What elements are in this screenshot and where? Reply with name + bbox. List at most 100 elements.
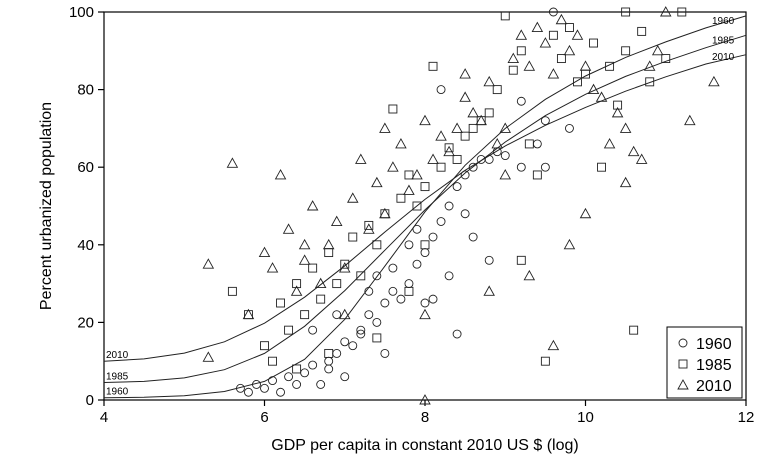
point-1960 xyxy=(516,96,526,106)
y-tick-label: 80 xyxy=(77,82,94,99)
point-1960 xyxy=(516,162,526,172)
legend-label-1960: 1960 xyxy=(696,336,732,353)
legend-label-2010: 2010 xyxy=(696,378,732,395)
point-1985 xyxy=(276,298,285,308)
curve-label-right-1960: 1960 xyxy=(712,16,735,27)
point-2010 xyxy=(467,106,479,118)
point-1985 xyxy=(508,65,518,75)
point-1960 xyxy=(428,294,438,304)
point-1985 xyxy=(540,356,550,366)
point-2010 xyxy=(684,114,696,126)
point-1960 xyxy=(412,224,422,234)
point-1960 xyxy=(532,139,542,149)
legend-label-1985: 1985 xyxy=(696,357,732,374)
point-1985 xyxy=(364,220,374,230)
point-2010 xyxy=(539,37,552,48)
point-1985 xyxy=(412,201,422,211)
point-1960 xyxy=(380,298,390,308)
point-1960 xyxy=(252,380,261,389)
point-2010 xyxy=(427,153,439,164)
point-1960 xyxy=(356,329,366,339)
point-1985 xyxy=(484,108,494,118)
point-2010 xyxy=(355,153,367,164)
fitted-curve-2010 xyxy=(103,54,747,362)
point-2010 xyxy=(330,215,343,226)
point-2010 xyxy=(483,285,495,296)
point-1985 xyxy=(524,139,534,149)
point-2010 xyxy=(347,192,359,203)
point-2010 xyxy=(635,153,648,164)
point-1960 xyxy=(340,337,350,347)
point-1960 xyxy=(340,372,350,382)
point-2010 xyxy=(659,6,672,17)
point-2010 xyxy=(475,114,487,126)
point-1960 xyxy=(444,201,454,211)
point-1985 xyxy=(292,364,302,374)
point-2010 xyxy=(338,308,351,320)
point-1960 xyxy=(308,325,318,335)
point-1960 xyxy=(324,356,334,366)
point-2010 xyxy=(242,308,255,320)
point-1985 xyxy=(324,248,334,258)
x-axis-ticks: 4 6 8 10 12 xyxy=(100,400,754,426)
point-1960 xyxy=(324,364,334,374)
point-1960 xyxy=(364,286,374,296)
legend: 1960 1985 2010 xyxy=(666,326,743,399)
point-2010 xyxy=(379,122,391,133)
point-2010 xyxy=(322,238,335,250)
point-1985 xyxy=(300,310,310,320)
point-1960 xyxy=(436,217,446,226)
point-1985 xyxy=(661,54,671,64)
point-1960 xyxy=(276,387,285,397)
point-2010 xyxy=(282,223,295,234)
point-2010 xyxy=(403,184,415,195)
point-1960 xyxy=(484,255,494,265)
point-2010 xyxy=(579,60,592,71)
point-2010 xyxy=(523,269,536,281)
curve-label-right-2010: 2010 xyxy=(712,52,735,63)
point-2010 xyxy=(274,169,287,180)
point-1960 xyxy=(348,341,358,351)
point-2010 xyxy=(595,91,608,102)
point-1985 xyxy=(404,170,414,180)
point-1985 xyxy=(500,11,510,21)
curve-label-left-1985: 1985 xyxy=(106,372,129,383)
fitted-curve-1985 xyxy=(103,34,747,383)
point-1985 xyxy=(388,104,398,114)
point-1985 xyxy=(404,286,414,296)
point-1960 xyxy=(396,294,406,304)
x-tick-label: 10 xyxy=(577,409,594,426)
point-1985 xyxy=(468,123,478,133)
point-1985 xyxy=(548,30,558,40)
point-1985 xyxy=(227,286,237,296)
point-1960 xyxy=(420,298,430,308)
point-1960 xyxy=(452,329,462,339)
point-2010 xyxy=(338,262,351,273)
curve-label-left-2010: 2010 xyxy=(106,350,129,361)
point-1960 xyxy=(460,209,470,219)
point-1960 xyxy=(380,348,390,358)
point-1985 xyxy=(629,325,639,335)
point-2010 xyxy=(363,223,375,234)
point-1960 xyxy=(372,271,382,281)
point-1985 xyxy=(444,143,454,153)
point-1960 xyxy=(444,271,454,281)
point-1960 xyxy=(476,154,486,164)
point-1985 xyxy=(436,162,446,172)
point-1960 xyxy=(356,325,366,335)
point-2010 xyxy=(419,308,431,320)
point-2010 xyxy=(563,238,576,250)
point-2010 xyxy=(708,75,720,87)
point-1985 xyxy=(637,26,647,36)
point-1985 xyxy=(356,271,366,281)
point-2010 xyxy=(619,176,632,188)
point-2010 xyxy=(571,29,584,40)
point-1985 xyxy=(372,333,382,343)
point-2010 xyxy=(202,351,215,362)
point-1960 xyxy=(243,387,253,397)
y-axis-title: Percent urbanized population xyxy=(38,102,55,310)
point-1960 xyxy=(284,372,294,382)
point-1960 xyxy=(300,368,310,378)
point-2010 xyxy=(459,68,471,79)
